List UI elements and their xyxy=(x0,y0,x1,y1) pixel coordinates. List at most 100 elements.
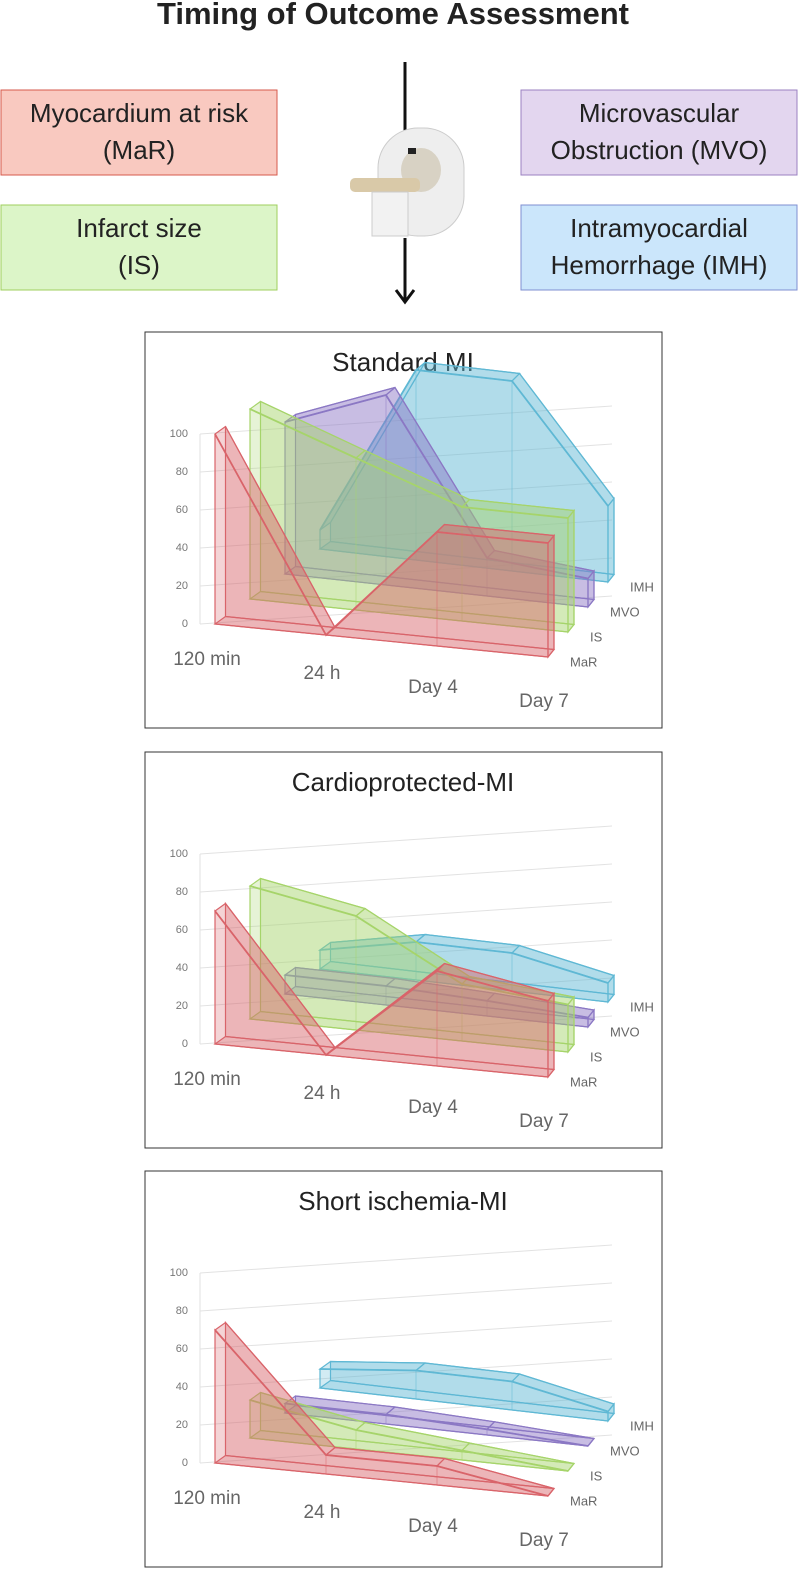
y-tick-label: 0 xyxy=(182,1038,188,1050)
series-line xyxy=(319,941,609,984)
series-line xyxy=(249,408,569,519)
grid-line xyxy=(199,1320,613,1350)
grid-line xyxy=(199,977,613,1007)
series-line xyxy=(214,433,549,637)
grid-line xyxy=(199,1282,613,1312)
grid-line xyxy=(199,443,613,473)
mvo-box xyxy=(520,89,798,176)
y-tick-label: 80 xyxy=(176,886,188,898)
y-tick-label: 20 xyxy=(176,1419,188,1431)
series-line xyxy=(214,1329,549,1497)
figure-title: Timing of Outcome Assessment xyxy=(157,0,629,31)
box-text: Microvascular xyxy=(579,98,740,128)
y-tick-label: 80 xyxy=(176,1305,188,1317)
series-label: MVO xyxy=(610,604,640,619)
series-label: IMH xyxy=(630,1418,654,1433)
mri-scanner xyxy=(350,62,465,305)
panel-title: Short ischemia-MI xyxy=(298,1186,508,1216)
grid-line xyxy=(199,1434,613,1464)
box-text: Myocardium at risk xyxy=(30,98,249,128)
grid-line xyxy=(199,1015,613,1045)
panel-title: Cardioprotected-MI xyxy=(292,767,515,797)
series-line xyxy=(284,1402,589,1447)
grid-line xyxy=(199,1358,613,1388)
x-tick-label: 120 min xyxy=(173,1488,241,1509)
x-tick-label: Day 7 xyxy=(519,691,569,712)
y-tick-label: 20 xyxy=(176,580,188,592)
box-text: Infarct size xyxy=(76,213,202,243)
grid-line xyxy=(199,557,613,587)
series-line xyxy=(249,1399,569,1472)
grid-line xyxy=(199,863,613,893)
area-end-face xyxy=(547,1488,555,1497)
panel-frame xyxy=(144,751,663,1149)
x-tick-label: Day 7 xyxy=(519,1111,569,1132)
box-text: (IS) xyxy=(118,250,160,280)
mar-box xyxy=(0,89,278,176)
x-tick-label: Day 4 xyxy=(408,677,458,698)
series-label: MaR xyxy=(570,654,597,669)
area-end-face xyxy=(547,533,555,659)
area-end-face xyxy=(567,995,575,1054)
y-tick-label: 80 xyxy=(176,466,188,478)
x-tick-label: 120 min xyxy=(173,1069,241,1090)
y-tick-label: 0 xyxy=(182,1457,188,1469)
x-tick-label: 120 min xyxy=(173,649,241,670)
y-tick-label: 60 xyxy=(176,924,188,936)
grid-line xyxy=(199,901,613,931)
box-text: Intramyocardial xyxy=(570,213,748,243)
y-tick-label: 0 xyxy=(182,618,188,630)
box-text: Hemorrhage (IMH) xyxy=(551,250,768,280)
y-tick-label: 100 xyxy=(170,1267,188,1279)
panel-title: Standard MI xyxy=(332,347,474,377)
area-end-face xyxy=(607,496,615,584)
x-tick-label: Day 7 xyxy=(519,1530,569,1551)
y-tick-label: 100 xyxy=(170,428,188,440)
x-tick-label: 24 h xyxy=(304,1083,341,1104)
series-line xyxy=(214,910,549,1057)
grid-line xyxy=(199,1396,613,1426)
imh-box xyxy=(520,204,798,291)
x-tick-label: 24 h xyxy=(304,1502,341,1523)
grid-line xyxy=(199,405,613,435)
y-tick-label: 20 xyxy=(176,1000,188,1012)
area-end-face xyxy=(567,1463,575,1472)
y-tick-label: 100 xyxy=(170,848,188,860)
is-box xyxy=(0,204,278,291)
series-label: MaR xyxy=(570,1493,597,1508)
series-label: MVO xyxy=(610,1443,640,1458)
grid-line xyxy=(199,1244,613,1274)
series-label: MaR xyxy=(570,1074,597,1089)
area-end-face xyxy=(567,508,575,634)
y-tick-label: 40 xyxy=(176,962,188,974)
series-line xyxy=(249,885,569,1006)
box-text: Obstruction (MVO) xyxy=(551,135,768,165)
panel-frame xyxy=(144,1170,663,1568)
area-end-face xyxy=(587,1438,595,1447)
grid-line xyxy=(199,939,613,969)
series-line xyxy=(284,393,589,580)
series-label: IMH xyxy=(630,579,654,594)
series-label: IS xyxy=(590,1468,603,1483)
y-tick-label: 40 xyxy=(176,1381,188,1393)
y-tick-label: 40 xyxy=(176,542,188,554)
box-text: (MaR) xyxy=(103,135,175,165)
y-tick-label: 60 xyxy=(176,504,188,516)
grid-line xyxy=(199,595,613,625)
x-tick-label: Day 4 xyxy=(408,1097,458,1118)
x-tick-label: 24 h xyxy=(304,663,341,684)
series-label: IS xyxy=(590,629,603,644)
series-line xyxy=(319,369,609,531)
x-tick-label: Day 4 xyxy=(408,1516,458,1537)
series-line xyxy=(319,1368,609,1413)
y-tick-label: 60 xyxy=(176,1343,188,1355)
series-label: IMH xyxy=(630,999,654,1014)
series-label: MVO xyxy=(610,1024,640,1039)
area-end-face xyxy=(547,991,555,1079)
grid-line xyxy=(199,519,613,549)
grid-line xyxy=(199,825,613,855)
panel-frame xyxy=(144,331,663,729)
series-label: IS xyxy=(590,1049,603,1064)
